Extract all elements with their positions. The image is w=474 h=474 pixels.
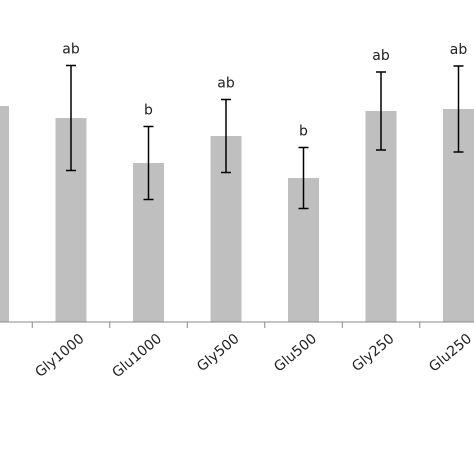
x-tick-label: Glu250 [426, 331, 474, 376]
x-tick-label: Gly1000 [32, 331, 87, 381]
error-bar [66, 64, 76, 172]
x-tick-label: Glu500 [271, 331, 320, 376]
error-bar [221, 98, 231, 174]
error-bar [143, 125, 154, 201]
significance-label: b [144, 103, 153, 119]
bar [0, 106, 9, 322]
x-tick-label: Gly500 [194, 331, 242, 375]
error-bar [453, 65, 464, 153]
x-tick-label: Gly250 [349, 331, 397, 375]
significance-label: ab [450, 42, 468, 58]
significance-label: b [299, 124, 308, 140]
error-bar [376, 71, 386, 151]
error-bar [298, 146, 309, 210]
significance-label: ab [372, 48, 390, 64]
significance-label: ab [62, 42, 80, 58]
significance-label: ab [217, 76, 235, 92]
x-tick-label: Glu1000 [109, 331, 165, 381]
